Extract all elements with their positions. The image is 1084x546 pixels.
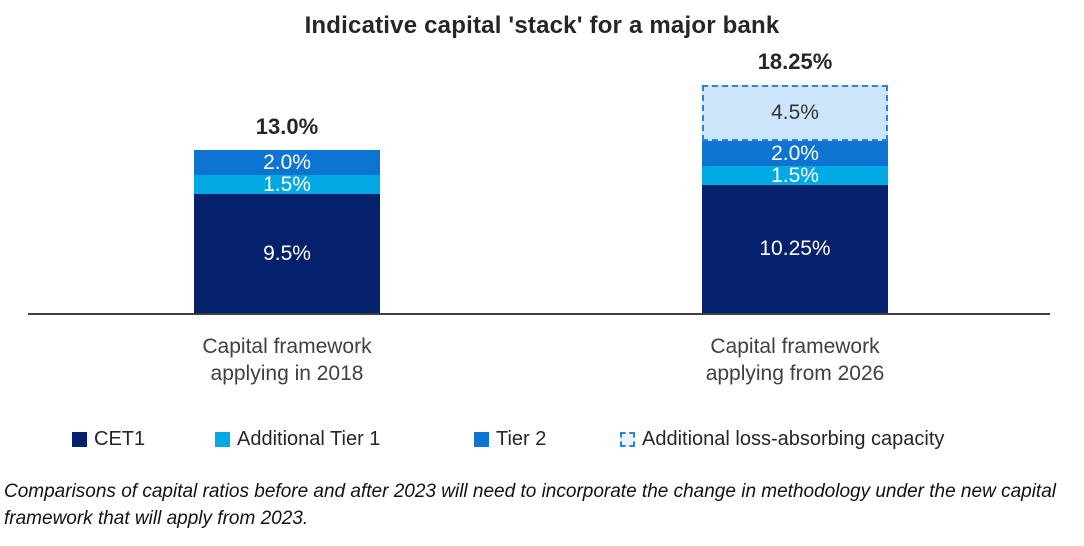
bar-segment-tier-2: 2.0%: [194, 150, 380, 175]
stacked-bar: 13.0% 2.0% 1.5% 9.5%: [194, 114, 380, 313]
legend-swatch: [620, 432, 635, 447]
stacked-bar: 18.25% 4.5% 2.0% 1.5% 10.25%: [702, 49, 888, 313]
legend-swatch: [72, 432, 87, 447]
x-axis-line: [28, 313, 1050, 315]
chart-title: Indicative capital 'stack' for a major b…: [304, 12, 780, 39]
bar-segment-additional-tier-1: 1.5%: [194, 173, 380, 196]
legend-label: Additional Tier 1: [237, 428, 381, 450]
legend-label: Additional loss-absorbing capacity: [642, 428, 945, 450]
footnote: Comparisons of capital ratios before and…: [4, 481, 1056, 529]
legend-item-cet1: CET1: [72, 428, 145, 451]
x-axis-category-label: Capital framework applying in 2018: [202, 335, 372, 385]
chart-plot-area: 13.0% 2.0% 1.5% 9.5% 18.25% 4.5% 2.0% 1.5% 10.25…: [28, 49, 1050, 315]
legend-item-additional-tier-1: Additional Tier 1: [215, 428, 380, 451]
legend-item-additional-loss-absorbing-capacity: Additional loss-absorbing capacity: [620, 428, 944, 451]
bar-segment-tier-2: 2.0%: [702, 141, 888, 166]
legend-item-tier-2: Tier 2: [474, 428, 546, 451]
bar-total-label: 13.0%: [255, 114, 319, 139]
legend-swatch: [474, 432, 489, 447]
bar-segment-additional-loss-absorbing-capacity: 4.5%: [702, 85, 888, 141]
x-axis-category-label: Capital framework applying from 2026: [705, 335, 885, 385]
legend-label: CET1: [94, 428, 146, 450]
bar-segment-cet1: 9.5%: [194, 194, 380, 313]
legend-label: Tier 2: [496, 428, 547, 450]
legend: CET1 Additional Tier 1 Tier 2 Additional lo…: [0, 428, 1084, 454]
bar-total-label: 18.25%: [757, 49, 833, 74]
bar-segment-cet1: 10.25%: [702, 185, 888, 313]
bar-segment-additional-tier-1: 1.5%: [702, 164, 888, 187]
legend-swatch: [215, 432, 230, 447]
